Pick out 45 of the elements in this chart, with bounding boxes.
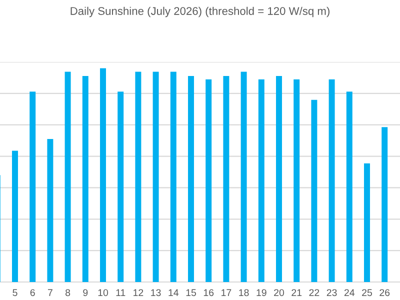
x-tick-label: 13 (151, 289, 161, 296)
bar (311, 100, 318, 282)
bar (382, 127, 388, 282)
bar (170, 72, 176, 282)
x-tick-label: 17 (222, 289, 232, 296)
bar (135, 72, 142, 282)
bar (82, 76, 88, 282)
x-tick-label: 24 (344, 289, 355, 296)
bar (206, 79, 212, 282)
bar (223, 76, 230, 282)
bar (240, 72, 247, 282)
x-tick-label: 22 (309, 289, 320, 296)
bar (294, 79, 300, 282)
bar (346, 92, 352, 282)
x-tick-label: 16 (204, 289, 214, 296)
bar (100, 68, 106, 282)
x-tick-label: 15 (186, 289, 196, 296)
x-tick-label: 23 (326, 289, 337, 296)
x-tick-label: 25 (362, 289, 372, 296)
bar (12, 150, 18, 282)
bar (152, 72, 159, 282)
x-tick-label: 7 (48, 289, 52, 296)
x-tick-label: 6 (30, 289, 35, 296)
x-tick-label: 21 (292, 289, 302, 296)
x-tick-label: 5 (12, 289, 18, 296)
bar (47, 139, 54, 282)
x-tick-label: 8 (66, 289, 70, 296)
x-tick-label: 11 (116, 289, 126, 296)
bar (364, 163, 370, 282)
x-tick-label: 9 (83, 289, 88, 296)
bar (64, 72, 71, 282)
x-tick-label: 10 (98, 289, 108, 296)
x-tick-label: 14 (168, 289, 179, 296)
bar (328, 79, 335, 282)
x-tick-label: 18 (239, 289, 249, 296)
bar (118, 92, 124, 282)
chart-title: Daily Sunshine (July 2026) (threshold = 120 W/sq m) (70, 6, 330, 18)
bar (276, 76, 282, 282)
bar (30, 92, 36, 282)
x-tick-label: 20 (274, 289, 284, 296)
bar (258, 79, 264, 282)
x-tick-label: 26 (380, 289, 390, 296)
bar (188, 76, 194, 282)
x-tick-label: 12 (134, 289, 144, 296)
x-tick-label: 19 (256, 289, 266, 296)
